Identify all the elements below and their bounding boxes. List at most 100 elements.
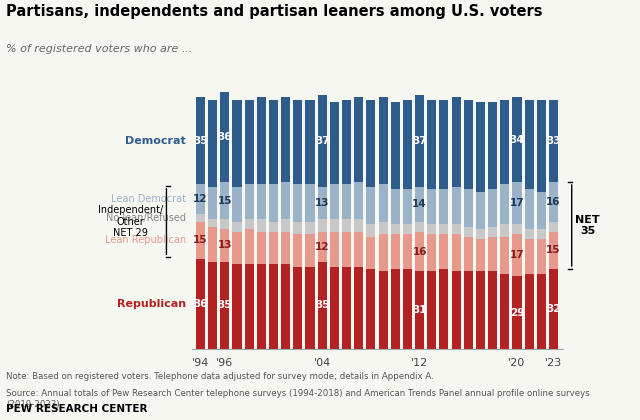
- Bar: [500, 274, 509, 349]
- Bar: [476, 239, 485, 271]
- Bar: [244, 100, 254, 184]
- Bar: [305, 100, 315, 184]
- Bar: [366, 187, 376, 224]
- Bar: [488, 227, 497, 236]
- Bar: [403, 189, 412, 224]
- Bar: [257, 232, 266, 264]
- Bar: [342, 232, 351, 267]
- Text: No lean/Refused: No lean/Refused: [106, 213, 186, 223]
- Bar: [476, 271, 485, 349]
- Bar: [244, 219, 254, 229]
- Bar: [232, 100, 241, 187]
- Text: 36: 36: [193, 299, 208, 309]
- Bar: [415, 95, 424, 187]
- Bar: [342, 100, 351, 184]
- Bar: [330, 267, 339, 349]
- Bar: [415, 271, 424, 349]
- Bar: [427, 234, 436, 271]
- Text: 15: 15: [193, 235, 208, 245]
- Text: 35: 35: [218, 300, 232, 310]
- Bar: [342, 267, 351, 349]
- Bar: [196, 184, 205, 214]
- Bar: [415, 222, 424, 232]
- Bar: [488, 102, 497, 189]
- Bar: [232, 187, 241, 222]
- Text: 13: 13: [218, 240, 232, 250]
- Bar: [513, 276, 522, 349]
- Bar: [390, 234, 400, 269]
- Bar: [293, 267, 303, 349]
- Bar: [537, 100, 546, 192]
- Bar: [403, 269, 412, 349]
- Bar: [513, 234, 522, 276]
- Bar: [440, 189, 449, 224]
- Bar: [440, 269, 449, 349]
- Bar: [293, 222, 303, 234]
- Bar: [281, 182, 291, 219]
- Text: Democrat: Democrat: [125, 136, 186, 146]
- Bar: [317, 187, 327, 219]
- Text: NET
35: NET 35: [575, 215, 600, 236]
- Bar: [232, 264, 241, 349]
- Bar: [488, 236, 497, 271]
- Bar: [378, 97, 388, 184]
- Bar: [378, 184, 388, 222]
- Bar: [403, 100, 412, 189]
- Text: Source: Annual totals of Pew Research Center telephone surveys (1994-2018) and A: Source: Annual totals of Pew Research Ce…: [6, 388, 590, 397]
- Bar: [330, 232, 339, 267]
- Text: 15: 15: [218, 196, 232, 206]
- Text: 35: 35: [315, 300, 330, 310]
- Text: 37: 37: [315, 136, 330, 146]
- Bar: [488, 271, 497, 349]
- Bar: [549, 222, 558, 232]
- Bar: [257, 264, 266, 349]
- Bar: [513, 182, 522, 224]
- Bar: [464, 271, 473, 349]
- Bar: [305, 234, 315, 267]
- Bar: [317, 262, 327, 349]
- Bar: [293, 100, 303, 184]
- Bar: [549, 182, 558, 222]
- Text: 29: 29: [510, 307, 524, 318]
- Bar: [525, 229, 534, 239]
- Text: (2019-2023).: (2019-2023).: [6, 400, 63, 409]
- Text: 36: 36: [218, 132, 232, 142]
- Bar: [269, 222, 278, 232]
- Bar: [452, 224, 461, 234]
- Bar: [220, 262, 229, 349]
- Bar: [244, 184, 254, 219]
- Text: 34: 34: [509, 135, 524, 144]
- Bar: [257, 97, 266, 184]
- Bar: [257, 219, 266, 232]
- Bar: [390, 102, 400, 189]
- Bar: [281, 219, 291, 232]
- Text: 31: 31: [412, 305, 427, 315]
- Bar: [208, 219, 217, 227]
- Bar: [293, 234, 303, 267]
- Text: 13: 13: [315, 198, 330, 208]
- Text: % of registered voters who are ...: % of registered voters who are ...: [6, 44, 193, 54]
- Bar: [281, 264, 291, 349]
- Bar: [452, 271, 461, 349]
- Bar: [269, 100, 278, 184]
- Bar: [208, 227, 217, 262]
- Bar: [488, 189, 497, 227]
- Bar: [464, 100, 473, 189]
- Bar: [354, 182, 364, 219]
- Bar: [220, 92, 229, 182]
- Bar: [232, 232, 241, 264]
- Text: PEW RESEARCH CENTER: PEW RESEARCH CENTER: [6, 404, 148, 414]
- Bar: [354, 267, 364, 349]
- Bar: [317, 232, 327, 262]
- Bar: [549, 269, 558, 349]
- Bar: [330, 102, 339, 184]
- Bar: [403, 234, 412, 269]
- Bar: [342, 184, 351, 219]
- Text: Independent/
Other
NET 29: Independent/ Other NET 29: [97, 205, 163, 238]
- Bar: [500, 236, 509, 274]
- Bar: [244, 229, 254, 264]
- Bar: [269, 232, 278, 264]
- Bar: [366, 100, 376, 187]
- Bar: [281, 232, 291, 264]
- Text: Partisans, independents and partisan leaners among U.S. voters: Partisans, independents and partisan lea…: [6, 4, 543, 19]
